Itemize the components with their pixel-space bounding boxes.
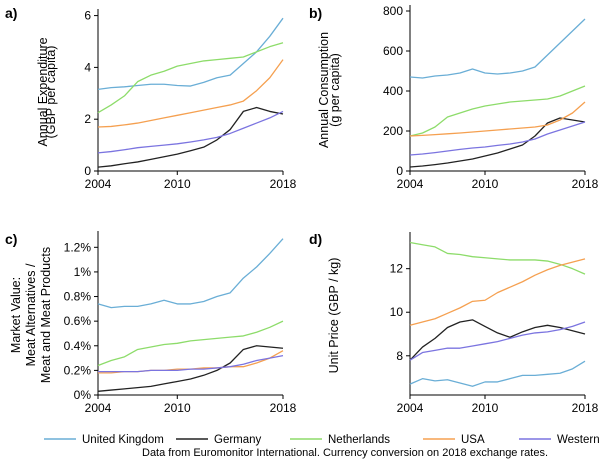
series-line-usa [409,101,586,137]
legend-label: Netherlands [328,434,390,446]
legend-item-usa: USA [423,434,485,446]
data-source-note: Data from Euromonitor International. Cur… [142,447,548,459]
x-tick-label: 2018 [270,401,297,415]
panel-label: a) [5,5,17,21]
series-line-united-kingdom [97,238,284,309]
x-tick-label: 2018 [270,177,297,191]
y-axis-label: Unit Price (GBP / kg) [327,258,341,374]
y-axis-label: Annual Expenditure [36,37,50,146]
legend-label: Germany [214,434,262,446]
y-tick-label: 0 [84,164,91,178]
y-tick-label: 1.2% [64,240,92,254]
legend-item-united-kingdom: United Kingdom [44,434,164,446]
x-tick-label: 2018 [572,177,599,191]
y-tick-label: 2 [84,112,91,126]
y-axis-label: (g per capita) [328,53,342,127]
y-tick-label: 0 [396,164,403,178]
legend-label: United Kingdom [82,434,164,446]
series-line-netherlands [409,241,586,275]
y-axis-label: Meat and Meat Products [39,247,53,383]
legend: United Kingdom Germany Netherlands USA Weste… [44,434,600,446]
y-tick-label: 6 [84,9,91,23]
y-tick-label: 0.8% [64,290,92,304]
series-line-united-kingdom [409,18,586,79]
y-tick-label: 200 [383,124,403,138]
x-tick-label: 2010 [472,401,499,415]
x-tick-label: 2004 [397,401,424,415]
series-line-western-europe [409,321,586,361]
series-line-germany [97,106,284,168]
x-tick-label: 2010 [164,401,191,415]
y-tick-label: 0.4% [64,339,92,353]
legend-label: USA [461,434,485,446]
panel-label: c) [5,231,17,247]
y-tick-label: 400 [383,84,403,98]
legend-item-germany: Germany [176,434,262,446]
x-tick-label: 2010 [472,177,499,191]
panel-d: d) 8 10 12 2004 2010 2018 Unit Price (GBP / kg) [309,231,599,415]
panel-a: a) 0 2 4 6 2004 2010 2018 Annual Expenditure(GBP… [5,5,297,191]
y-tick-label: 1% [74,265,92,279]
panel-b: b) 0 200 400 600 800 2004 2010 2018 Annual Consum… [309,4,599,191]
series-line-western-europe [97,110,284,154]
y-tick-label: 12 [390,262,404,276]
series-line-western-europe [409,121,586,156]
y-tick-label: 800 [383,4,403,18]
series-line-netherlands [97,42,284,114]
x-tick-label: 2010 [164,177,191,191]
y-tick-label: 600 [383,44,403,58]
y-axis-label: Market Value: [9,277,23,353]
y-tick-label: 10 [390,305,404,319]
series-line-usa [97,59,284,128]
series-line-united-kingdom [409,360,586,387]
y-axis-label: Annual Consumption [317,32,331,148]
x-tick-label: 2004 [397,177,424,191]
chart-panels: a) 0 2 4 6 2004 2010 2018 Annual Expenditure(GBP… [5,4,599,415]
x-tick-label: 2004 [85,401,112,415]
panel-label: b) [309,5,322,21]
series-line-netherlands [409,85,586,137]
legend-label: Western Europe [557,434,600,446]
series-line-western-europe [98,354,284,373]
series-line-germany [97,345,284,392]
y-tick-label: 8 [396,349,403,363]
y-tick-label: 0.6% [64,314,92,328]
series-line-netherlands [97,320,284,367]
series-line-germany [409,319,586,361]
series-line-germany [409,117,586,168]
series-line-usa [409,258,586,326]
legend-item-netherlands: Netherlands [290,434,390,446]
x-tick-label: 2004 [85,177,112,191]
y-axis-label: (GBP per capita) [44,46,58,139]
legend-item-western-europe: Western Europe [519,434,600,446]
series-line-united-kingdom [97,17,284,91]
y-tick-label: 0% [74,388,92,402]
panel-label: d) [309,231,322,247]
x-tick-label: 2018 [572,401,599,415]
y-axis-label: Meat Alternatives / [24,263,38,366]
panel-c: c) 0% 0.2% 0.4% 0.6% 0.8% 1% 1.2% 2004 2010 2018 Ma… [5,231,297,415]
y-tick-label: 0.2% [64,363,92,377]
y-tick-label: 4 [84,60,91,74]
